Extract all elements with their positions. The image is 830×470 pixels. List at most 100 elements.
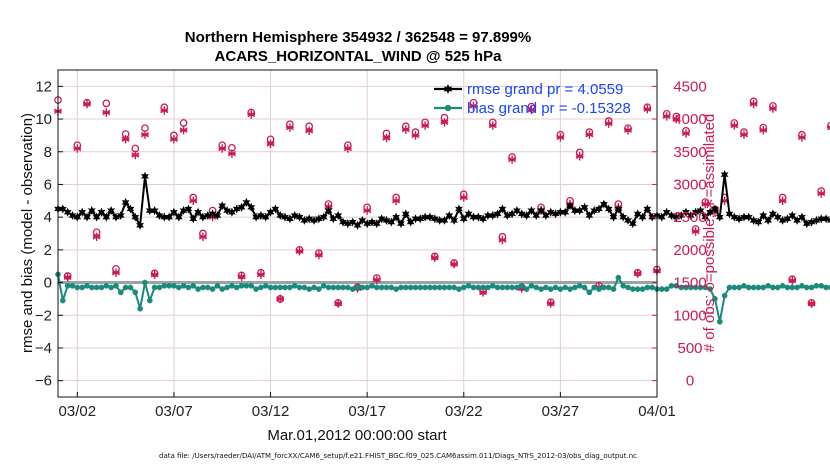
bias-point	[296, 284, 303, 291]
obs-assimilated-point	[401, 125, 410, 134]
rmse-point	[218, 201, 227, 211]
bias-point	[364, 284, 371, 291]
obs-assimilated-point	[459, 193, 468, 202]
obs-assimilated-point	[527, 105, 536, 115]
bias-point	[248, 282, 255, 289]
bias-point	[253, 286, 259, 292]
bias-point	[475, 284, 482, 291]
rmse-point	[459, 214, 468, 224]
rmse-point	[63, 207, 72, 217]
bias-point	[195, 286, 201, 292]
y-tick-label: 10	[35, 111, 52, 128]
rmse-point	[701, 212, 710, 222]
obs-assimilated-point	[121, 135, 130, 144]
obs-assimilated-point	[643, 105, 652, 114]
bias-point	[209, 286, 216, 292]
rmse-point	[609, 212, 618, 222]
obs-assimilated-point	[305, 126, 314, 135]
bias-point	[383, 284, 390, 291]
y-tick-label: 4	[44, 209, 52, 226]
obs-assimilated-point	[285, 123, 294, 132]
bias-point	[813, 282, 820, 289]
x-tick-label: 03/12	[252, 403, 290, 420]
rmse-point	[401, 209, 410, 219]
rmse-point	[213, 210, 222, 221]
obs-assimilated-point	[749, 99, 758, 109]
rmse-point	[339, 217, 347, 227]
obs-assimilated-point	[469, 101, 478, 111]
y-tick-label: −2	[35, 307, 52, 324]
bias-point	[74, 284, 81, 291]
rmse-point	[290, 210, 299, 221]
bias-point	[229, 282, 235, 289]
obs-assimilated-point	[479, 288, 488, 297]
bias-point	[799, 282, 805, 289]
bias-point	[219, 286, 226, 292]
rmse-point	[131, 212, 140, 222]
y-right-tick-label: 4500	[673, 78, 706, 95]
rmse-point	[826, 218, 830, 223]
bias-point	[412, 284, 419, 291]
rmse-point	[715, 212, 724, 222]
y-tick-label: 12	[35, 78, 52, 95]
bias-point	[204, 284, 211, 291]
obs-assimilated-point	[421, 121, 430, 130]
bias-point	[818, 282, 825, 289]
rmse-point	[527, 206, 536, 216]
rmse-point	[430, 214, 439, 224]
bias-point	[480, 284, 486, 291]
bias-point	[489, 282, 496, 289]
obs-assimilated-point	[681, 129, 690, 138]
x-axis: 03/02 03/07 03/12 03/17 03/22 03/27 04/01	[59, 392, 676, 420]
rmse-point	[585, 210, 594, 221]
rmse-point	[696, 206, 705, 216]
y-tick-label: −6	[35, 373, 52, 390]
rmse-point	[83, 212, 91, 222]
rmse-point	[334, 210, 343, 221]
obs-possible-point	[102, 99, 111, 108]
bias-point	[132, 289, 139, 296]
bias-point	[808, 284, 815, 291]
rmse-point	[599, 199, 608, 209]
bias-point	[407, 284, 414, 291]
obs-assimilated-point	[140, 130, 149, 139]
bias-point	[93, 284, 100, 291]
obs-assimilated-point	[227, 149, 236, 158]
rmse-point	[184, 204, 193, 214]
bias-point	[277, 284, 284, 291]
bias-point	[190, 282, 197, 289]
rmse-point	[566, 201, 574, 211]
bias-point	[349, 286, 356, 292]
obs-assimilated-point	[314, 250, 323, 260]
obs-assimilated-point	[411, 131, 420, 140]
legend-marker	[444, 104, 452, 112]
bias-point	[325, 284, 332, 291]
bias-point	[625, 284, 631, 291]
legend-label: rmse grand pr = 4.0559	[467, 81, 623, 98]
obs-assimilated-point	[633, 269, 642, 278]
bias-point	[373, 284, 380, 291]
rmse-point	[68, 210, 77, 221]
obs-assimilated-point	[701, 199, 710, 209]
bias-point	[354, 284, 361, 291]
bias-point	[282, 284, 288, 291]
chart-title: Northern Hemisphere 354932 / 362548 = 97…	[185, 29, 531, 46]
rmse-point	[256, 210, 265, 221]
rmse-point	[58, 204, 67, 214]
bias-point	[146, 297, 153, 304]
bias-point	[422, 284, 428, 291]
obs-assimilated-point	[768, 104, 777, 113]
x-tick-label: 04/01	[638, 403, 676, 420]
rmse-point	[397, 219, 405, 229]
bias-point	[335, 284, 342, 291]
obs-count-layer	[54, 96, 830, 308]
legend-marker	[443, 84, 453, 94]
y-right-tick-label: 1000	[673, 307, 706, 324]
obs-assimilated-point	[797, 133, 806, 142]
bias-point	[316, 286, 322, 292]
bias-point	[615, 274, 622, 281]
rmse-point	[116, 210, 125, 221]
y-axis-label-right: # of obs: o=possible; ∗=assimilated	[701, 114, 718, 353]
